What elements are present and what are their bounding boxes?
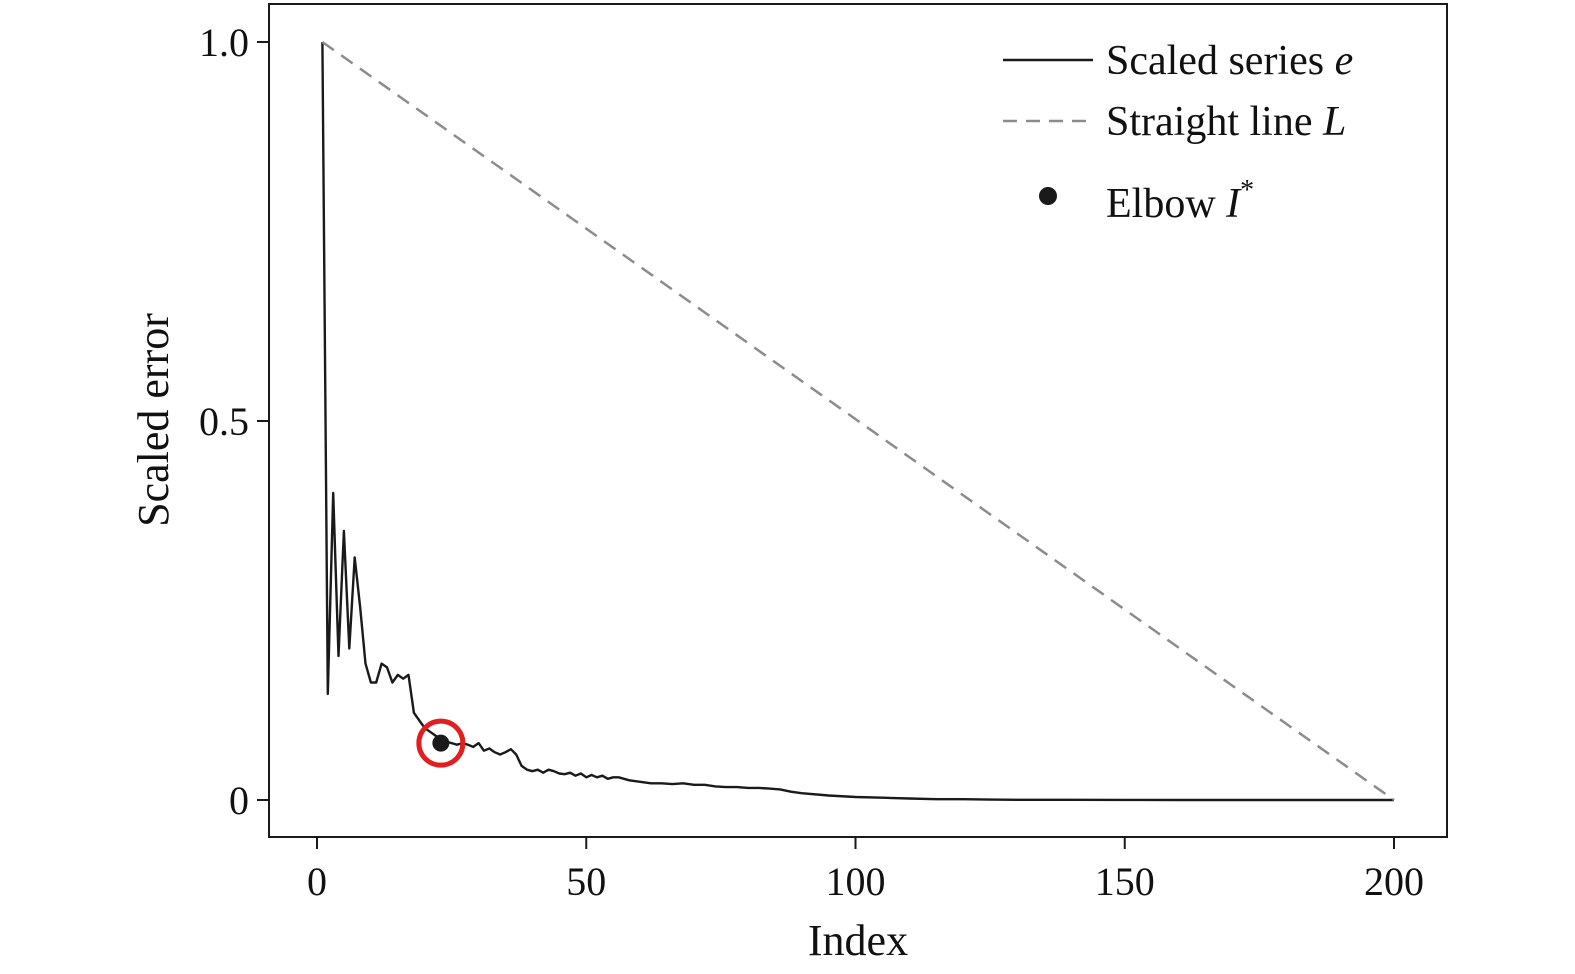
legend-elbow-text: Elbow I* (1106, 175, 1254, 227)
elbow-point (432, 734, 450, 752)
legend-series-text: Scaled series e (1106, 38, 1353, 84)
x-axis-label: Index (808, 916, 908, 965)
x-tick-label: 0 (307, 859, 327, 904)
legend-series-symbol: e (1335, 38, 1354, 84)
x-tick-label: 150 (1095, 859, 1155, 904)
legend: Scaled series e Straight line L Elbow I* (1003, 38, 1353, 227)
legend-elbow-superscript: * (1240, 175, 1254, 206)
legend-line-label: Straight line (1106, 99, 1312, 145)
y-axis-ticks: 0 0.5 1.0 (199, 20, 269, 823)
y-tick-label: 1.0 (199, 20, 249, 65)
series-layer (321, 40, 1395, 802)
straight-line-series (321, 40, 1395, 802)
x-tick-label: 50 (566, 859, 606, 904)
legend-series-label: Scaled series (1106, 38, 1324, 84)
points-layer (416, 718, 466, 768)
y-axis-label: Scaled error (129, 313, 178, 527)
legend-line-text: Straight line L (1106, 99, 1346, 145)
legend-elbow-symbol: I (1225, 181, 1242, 227)
elbow-highlight-ring (416, 718, 466, 768)
y-tick-label: 0 (229, 778, 249, 823)
scaled-series-line (321, 41, 1394, 802)
legend-line-symbol: L (1322, 99, 1346, 145)
y-tick-label: 0.5 (199, 399, 249, 444)
legend-elbow-marker (1039, 187, 1057, 205)
legend-elbow-label: Elbow (1106, 181, 1216, 227)
x-tick-label: 200 (1364, 859, 1424, 904)
x-axis-ticks: 0 50 100 150 200 (307, 837, 1424, 904)
x-tick-label: 100 (826, 859, 886, 904)
